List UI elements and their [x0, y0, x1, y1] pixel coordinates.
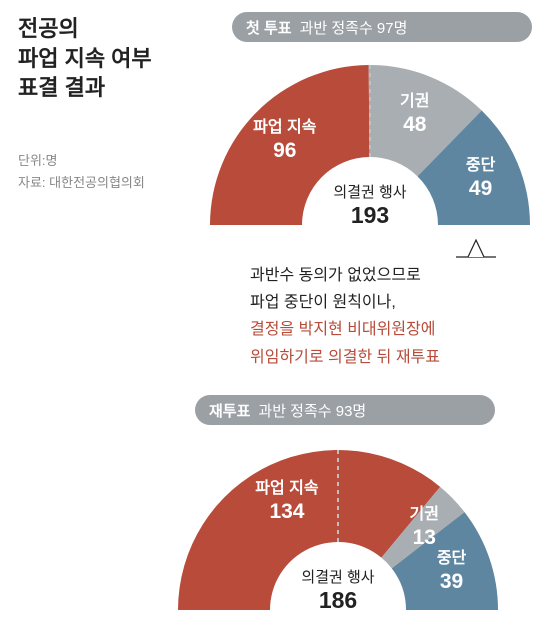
total-label: 의결권 행사193: [300, 181, 440, 229]
title-line: 전공의: [18, 16, 79, 41]
note-line: 파업 중단이 원칙이나,: [250, 289, 440, 316]
vote2-chart: 파업 지속134기권13중단39의결권 행사186: [168, 440, 508, 610]
segment-label-abstain: 기권13: [379, 505, 469, 551]
callout-pointer-icon: [456, 222, 496, 258]
source-label: 자료: 대한전공의협의회: [18, 172, 145, 191]
segment-label-continue: 파업 지속134: [242, 479, 332, 525]
vote1-badge-tag: 첫 투표: [246, 17, 292, 38]
vote1-badge: 첫 투표 과반 정족수 97명: [232, 12, 532, 42]
vote2-badge-req: 과반 정족수 93명: [258, 400, 366, 421]
note-line: 과반수 동의가 없었으므로: [250, 262, 440, 289]
page-title: 전공의 파업 지속 여부 표결 결과: [18, 14, 152, 103]
segment-label-continue: 파업 지속96: [240, 118, 330, 164]
total-label: 의결권 행사186: [268, 566, 408, 614]
segment-label-abstain: 기권48: [370, 92, 460, 138]
note-line: 위임하기로 의결한 뒤 재투표: [250, 344, 440, 371]
vote1-badge-req: 과반 정족수 97명: [300, 17, 408, 38]
vote1-chart: 파업 지속96기권48중단49의결권 행사193: [200, 55, 540, 225]
vote2-badge: 재투표 과반 정족수 93명: [195, 395, 495, 425]
title-line: 파업 지속 여부: [18, 46, 152, 71]
title-line: 표결 결과: [18, 75, 105, 100]
interim-note: 과반수 동의가 없었으므로파업 중단이 원칙이나,결정을 박지현 비대위원장에위…: [250, 262, 440, 371]
unit-label: 단위:명: [18, 150, 58, 169]
note-line: 결정을 박지현 비대위원장에: [250, 316, 440, 343]
segment-label-stop: 중단39: [407, 549, 497, 595]
vote2-badge-tag: 재투표: [209, 400, 250, 421]
segment-label-stop: 중단49: [436, 156, 526, 202]
